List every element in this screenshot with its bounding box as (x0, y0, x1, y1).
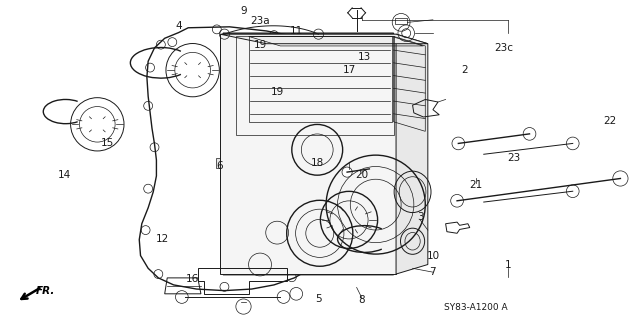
Text: 18: 18 (311, 157, 324, 168)
Circle shape (452, 137, 464, 150)
Text: 13: 13 (357, 52, 371, 62)
Text: 3: 3 (417, 212, 424, 222)
Text: 11: 11 (290, 26, 303, 36)
Text: 1: 1 (505, 260, 512, 270)
Text: 23a: 23a (250, 16, 270, 27)
Text: 19: 19 (254, 40, 267, 50)
Text: 10: 10 (426, 251, 440, 261)
Polygon shape (396, 34, 428, 274)
Text: FR.: FR. (36, 286, 55, 296)
Text: 8: 8 (359, 295, 365, 305)
Polygon shape (220, 34, 396, 274)
Text: 6: 6 (217, 161, 224, 172)
Text: 23: 23 (508, 153, 521, 164)
Text: 2: 2 (461, 65, 468, 75)
Text: 4: 4 (175, 20, 182, 30)
Text: 17: 17 (342, 65, 355, 75)
Text: 21: 21 (469, 180, 483, 190)
Text: 15: 15 (101, 139, 114, 148)
Text: 14: 14 (57, 170, 71, 180)
Text: 7: 7 (429, 267, 436, 277)
Text: 23c: 23c (494, 43, 513, 53)
Text: 5: 5 (315, 293, 322, 304)
Text: SY83-A1200 A: SY83-A1200 A (445, 303, 508, 312)
Polygon shape (220, 34, 428, 44)
Text: 20: 20 (355, 170, 368, 180)
Text: 12: 12 (156, 234, 169, 244)
Text: 19: 19 (271, 87, 284, 98)
Text: 16: 16 (186, 275, 199, 284)
Circle shape (342, 167, 352, 177)
Text: 9: 9 (240, 6, 247, 16)
Text: 22: 22 (603, 116, 616, 126)
Polygon shape (215, 158, 231, 168)
